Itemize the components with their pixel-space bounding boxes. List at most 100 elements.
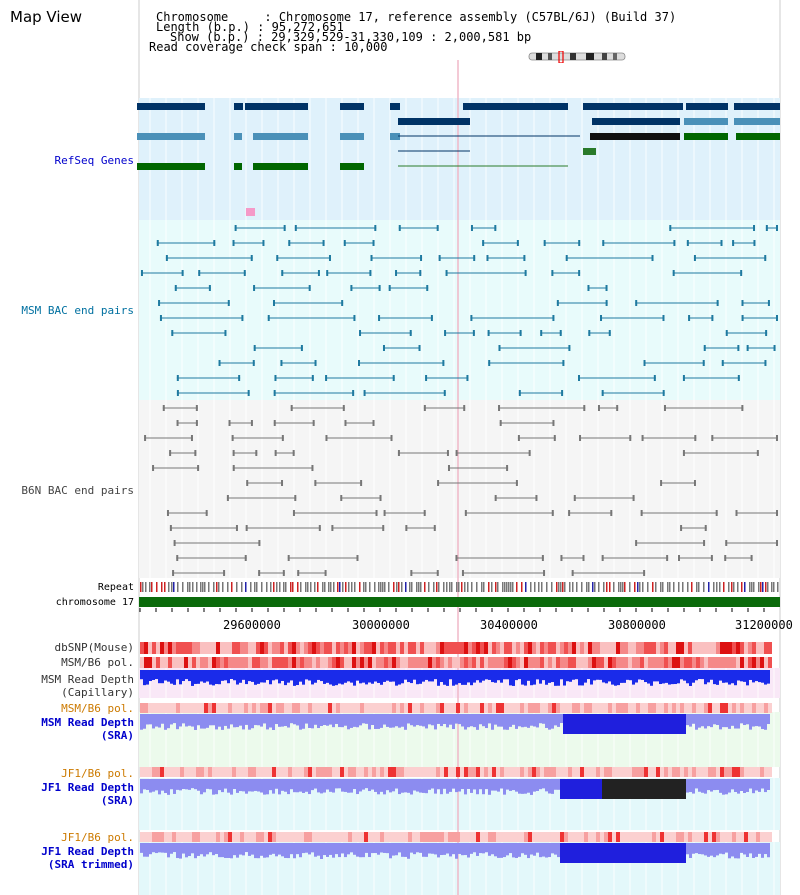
depth-bar [638, 779, 641, 799]
refseq-genes-label[interactable]: RefSeq Genes [54, 154, 134, 167]
depth-bar [587, 714, 590, 734]
depth-bar [356, 779, 359, 795]
bac-end [559, 330, 562, 336]
jf1-pol-label-2[interactable]: JF1/B6 pol. [61, 831, 134, 844]
heat-cell [204, 657, 208, 668]
depth-bar [374, 779, 377, 792]
bac-end [715, 510, 718, 516]
heat-cell [196, 767, 200, 777]
bac-end [176, 375, 179, 381]
heat-cell [468, 767, 472, 777]
heat-cell [744, 642, 748, 654]
heat-cell [312, 832, 316, 842]
repeat-mark [354, 582, 356, 592]
repeat-mark [451, 582, 453, 592]
depth-bar [719, 843, 722, 854]
heat-cell [744, 703, 748, 713]
heat-cell [188, 832, 192, 842]
msm-b6-pol-label-2[interactable]: MSM/B6 pol. [61, 702, 134, 715]
depth-bar [257, 714, 260, 726]
heat-cell [496, 703, 500, 713]
heat-cell [572, 767, 576, 777]
b6n-bac-label[interactable]: B6N BAC end pairs [21, 484, 134, 497]
depth-bar [251, 779, 254, 792]
heat-cell [752, 767, 756, 777]
heat-cell [292, 703, 296, 713]
heat-cell [236, 642, 240, 654]
heat-cell [384, 832, 388, 842]
repeat-mark [481, 582, 483, 592]
heat-cell [652, 657, 656, 668]
depth-bar [152, 714, 155, 729]
depth-bar [698, 670, 701, 680]
depth-bar [191, 843, 194, 854]
heat-cell [452, 832, 456, 842]
heat-cell [460, 657, 464, 668]
depth-bar [323, 779, 326, 793]
gene-exon [234, 103, 243, 110]
bac-end [232, 450, 235, 456]
msm-depth-sra-label-1[interactable]: MSM Read Depth [41, 716, 134, 729]
depth-bar [200, 670, 203, 682]
heat-cell [324, 703, 328, 713]
depth-bar [194, 670, 197, 684]
bac-end [702, 360, 705, 366]
heat-cell [652, 767, 656, 777]
heat-cell [316, 642, 320, 654]
heat-cell [648, 657, 652, 668]
depth-bar [623, 714, 626, 734]
heat-cell [236, 832, 240, 842]
bac-end [379, 495, 382, 501]
heat-cell [340, 642, 344, 654]
depth-bar [314, 843, 317, 857]
depth-bar [182, 714, 185, 724]
heat-cell [420, 832, 424, 842]
heat-cell [752, 703, 756, 713]
bac-end [740, 270, 743, 276]
msm-bac-label[interactable]: MSM BAC end pairs [21, 304, 134, 317]
depth-bar [440, 714, 443, 727]
heat-cell [328, 832, 332, 842]
bac-end [568, 345, 571, 351]
heat-cell [540, 767, 544, 777]
heat-cell [292, 767, 296, 777]
heat-cell [352, 703, 356, 713]
heat-cell [208, 767, 212, 777]
heat-cell [312, 703, 316, 713]
depth-bar [740, 843, 743, 853]
jf1-pol-label[interactable]: JF1/B6 pol. [61, 767, 134, 780]
depth-bar [746, 670, 749, 686]
msm-depth-capillary-label-1[interactable]: MSM Read Depth [41, 673, 134, 686]
heat-cell [592, 703, 596, 713]
repeat-mark [471, 582, 473, 592]
depth-bar [356, 843, 359, 857]
depth-bar [605, 670, 608, 684]
depth-bar [563, 843, 566, 863]
heat-cell [180, 703, 184, 713]
heat-cell [156, 657, 160, 668]
heat-cell [700, 657, 704, 668]
msm-b6-pol-label[interactable]: MSM/B6 pol. [61, 656, 134, 669]
jf1-depth-trim-label-1[interactable]: JF1 Read Depth [41, 845, 134, 858]
heat-cell [384, 642, 388, 654]
bac-end [165, 255, 168, 261]
heat-cell [160, 642, 164, 654]
heat-cell [232, 703, 236, 713]
depth-bar [476, 670, 479, 681]
depth-bar [470, 670, 473, 686]
repeat-mark [182, 582, 184, 592]
repeat-mark [424, 582, 426, 592]
depth-bar [572, 670, 575, 680]
jf1-depth-sra-label-1[interactable]: JF1 Read Depth [41, 781, 134, 794]
repeat-mark [324, 582, 326, 592]
dbsnp-label[interactable]: dbSNP(Mouse) [54, 641, 134, 654]
bac-end [682, 450, 685, 456]
depth-bar [215, 670, 218, 685]
repeat-mark [330, 582, 332, 592]
depth-bar [488, 779, 491, 795]
chromosome-ideogram[interactable] [528, 51, 628, 63]
depth-bar [203, 714, 206, 729]
depth-bar [215, 843, 218, 855]
depth-bar [455, 843, 458, 859]
